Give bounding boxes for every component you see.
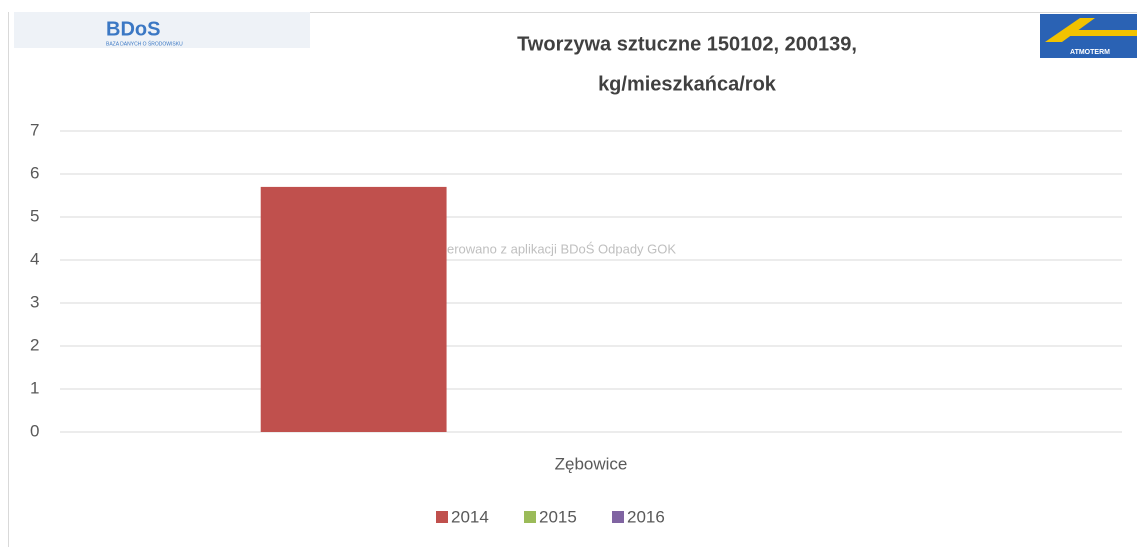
y-tick-label: 5 — [30, 206, 39, 225]
bar — [260, 186, 447, 432]
y-tick-label: 4 — [30, 249, 39, 268]
logo-bdos-bg — [14, 12, 310, 48]
legend-swatch — [436, 511, 448, 523]
legend-label: 2016 — [627, 507, 665, 526]
chart-title: Tworzywa sztuczne 150102, 200139, — [517, 33, 857, 55]
legend-swatch — [612, 511, 624, 523]
y-tick-label: 2 — [30, 335, 39, 354]
legend-label: 2014 — [451, 507, 489, 526]
logo-bdos: BDoS — [106, 18, 160, 40]
plot: 0 1 2 3 4 5 6 7 Zębowice 2014 2015 2016 — [30, 120, 1122, 526]
logo-bdos-sub: BAZA DANYCH O ŚRODOWISKU — [106, 39, 183, 47]
y-tick-label: 1 — [30, 378, 39, 397]
logo-atmoterm-bar — [1070, 30, 1137, 36]
y-tick-label: 7 — [30, 120, 39, 139]
x-tick-label: Zębowice — [555, 454, 628, 473]
y-tick-label: 0 — [30, 421, 39, 440]
watermark: erowano z aplikacji BDoŚ Odpady GOK — [447, 241, 676, 256]
logo-atmoterm-text: ATMOTERM — [1070, 49, 1110, 56]
chart-subtitle: kg/mieszkańca/rok — [598, 73, 777, 95]
legend-label: 2015 — [539, 507, 577, 526]
y-tick-label: 6 — [30, 163, 39, 182]
y-tick-label: 3 — [30, 292, 39, 311]
legend-swatch — [524, 511, 536, 523]
